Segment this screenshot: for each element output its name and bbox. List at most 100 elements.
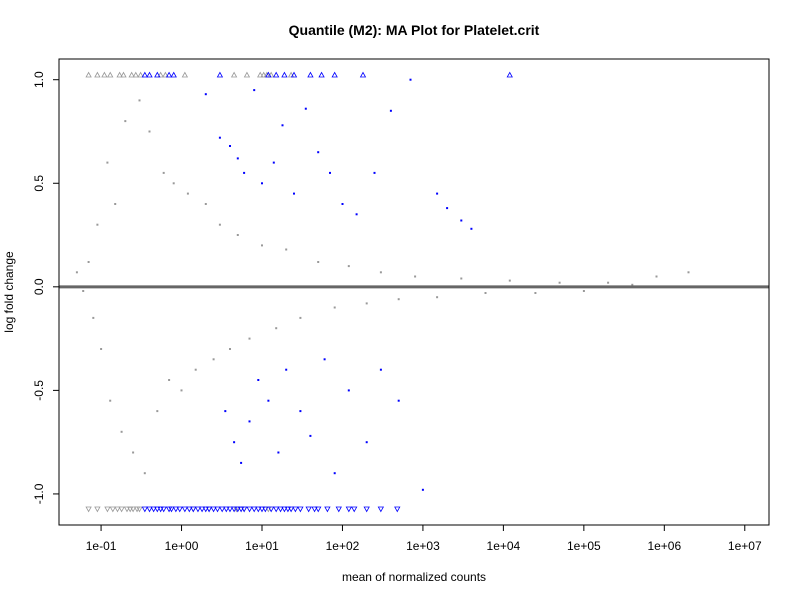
gene-point [397,298,400,301]
chart-title: Quantile (M2): MA Plot for Platelet.crit [289,22,540,38]
gene-point [436,296,439,299]
significant-gene-point [365,441,368,444]
gene-point [248,337,251,340]
significant-gene-point [261,182,263,185]
clipped-up-marker [281,71,288,78]
gene-point [212,358,215,361]
y-axis-label: log fold change [2,251,16,333]
significant-gene-point [389,109,392,112]
x-tick-label: 1e+02 [326,539,360,553]
gene-point [156,410,159,413]
clipped-down-marker [324,506,331,513]
significant-gene-point [299,410,302,413]
clipped-down-marker [255,506,262,513]
clipped-up-marker [107,71,114,78]
clipped-down-marker [226,506,234,513]
gene-point [218,223,221,226]
significant-gene-point [409,78,412,81]
clipped-up-marker [141,71,149,78]
gene-point [414,275,417,278]
gene-point [204,203,207,205]
gene-point [317,261,320,263]
clipped-down-marker [160,506,167,513]
y-tick-label: 0.5 [32,175,46,192]
clipped-up-marker [290,71,298,78]
gene-point [96,223,99,226]
clipped-down-marker [272,506,280,513]
gene-point [631,283,634,286]
points-layer [75,78,690,491]
gene-point [460,277,463,280]
gene-point [194,368,197,371]
y-tick-label: -1.0 [32,483,46,504]
clipped-up-marker [506,71,513,78]
y-tick-label: -0.5 [32,380,46,401]
significant-gene-point [421,488,424,491]
clipped-down-marker [363,506,370,513]
significant-gene-point [333,472,336,475]
clipped-down-marker [154,506,161,513]
clipped-down-marker [315,506,322,513]
gene-point [275,327,278,330]
clipped-up-marker [157,71,164,78]
clipped-down-marker [335,506,342,513]
clipped-down-marker [172,506,180,513]
gene-point [582,290,585,292]
clipped-up-marker [265,71,272,78]
clipped-down-marker [194,506,202,513]
clipped-down-marker [230,506,238,513]
gene-point [229,348,231,350]
gene-point [168,379,171,381]
clipped-up-marker [260,71,267,78]
significant-gene-point [285,368,288,371]
clipped-down-marker [123,506,131,513]
clipped-down-marker [297,506,304,513]
significant-gene-point [317,151,320,154]
clipped-up-marker [307,71,314,78]
clipped-up-marker [162,71,169,78]
gene-point [162,171,165,174]
gene-point [132,451,135,454]
clipped-down-marker [85,506,92,513]
significant-gene-point [397,399,400,402]
gene-point [261,244,263,247]
x-axis-label: mean of normalized counts [342,570,486,584]
clipped-up-marker [94,71,101,78]
significant-gene-point [309,434,312,437]
clipped-up-marker [85,71,92,78]
x-tick-label: 1e+03 [406,539,440,553]
significant-gene-point [446,207,449,210]
clipped-down-marker [311,506,318,513]
clipped-down-marker [234,506,241,513]
clipped-down-marker [141,506,149,513]
gene-point [100,348,103,350]
clipped-up-marker [243,71,251,78]
clipped-down-marker [214,506,221,513]
significant-gene-point [272,161,275,164]
clipped-points-layer [85,71,513,513]
clipped-down-marker [210,506,217,513]
gene-point [180,389,183,392]
significant-gene-point [253,89,256,92]
x-tick-label: 1e+06 [647,539,681,553]
clipped-up-marker [154,71,161,78]
gene-point [106,161,109,164]
clipped-down-marker [284,506,292,513]
significant-gene-point [236,157,239,160]
y-axis: -1.0 -0.5 0.0 0.5 1.0 [32,71,60,504]
clipped-up-marker [272,71,280,78]
clipped-down-marker [219,506,226,513]
y-tick-label: 1.0 [32,71,46,88]
gene-point [186,192,189,195]
significant-gene-point [293,192,295,195]
clipped-down-marker [258,506,266,513]
gene-point [138,99,141,102]
significant-gene-point [460,219,463,222]
clipped-up-marker [181,71,189,78]
clipped-down-marker [190,506,197,513]
gene-point [236,234,239,236]
clipped-down-marker [345,506,353,513]
gene-point [655,275,658,278]
clipped-down-marker [277,506,284,513]
x-tick-label: 1e+04 [487,539,521,553]
